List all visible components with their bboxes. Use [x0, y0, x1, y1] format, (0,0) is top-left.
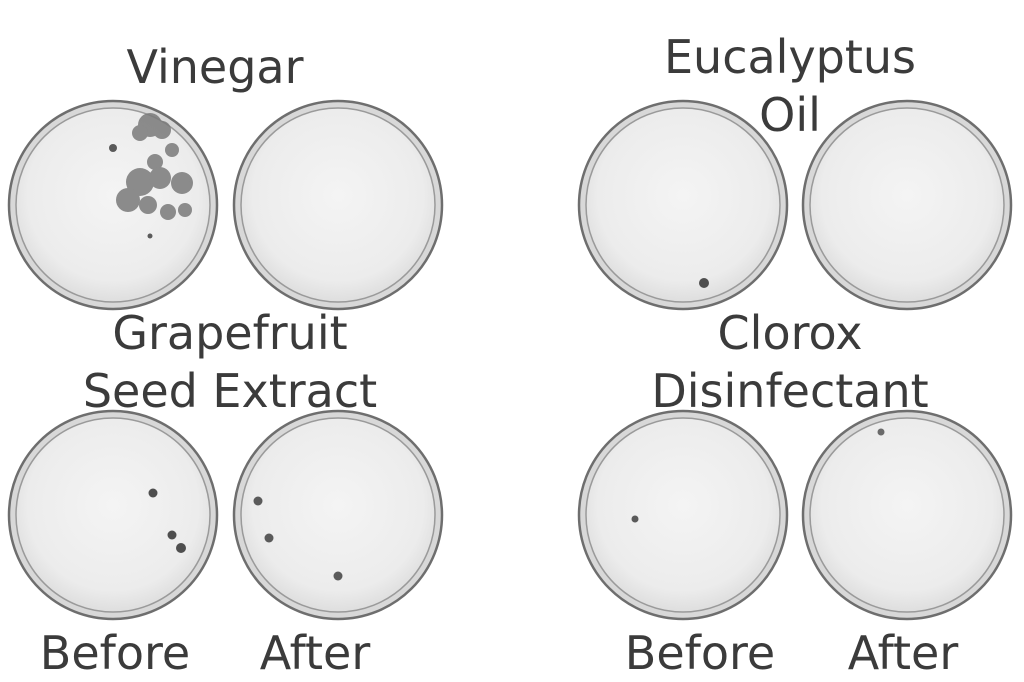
dish-clorox-before — [577, 409, 789, 621]
panel-title-grapefruit-line2: Seed Extract — [82, 364, 378, 418]
panel-title-grapefruit-line1: Grapefruit — [112, 306, 348, 360]
colony-cluster — [116, 113, 193, 220]
dish-clorox-after — [801, 409, 1013, 621]
dish-grapefruit-before — [7, 409, 219, 621]
dish-eucalyptus-before — [577, 99, 789, 311]
dish-vinegar-before — [7, 99, 219, 311]
panel-title-eucalyptus-line1: Eucalyptus — [663, 30, 917, 84]
colony — [877, 428, 885, 436]
column-label-right-after: After — [847, 626, 959, 680]
colony — [109, 144, 117, 152]
dish-grapefruit-after — [232, 409, 444, 621]
panel-title-vinegar: Vinegar — [126, 40, 304, 94]
colony — [631, 515, 639, 523]
dish-vinegar-after — [232, 99, 444, 311]
panel-title-eucalyptus-line2: Oil — [759, 88, 821, 142]
column-label-left-before: Before — [39, 626, 191, 680]
colony — [147, 233, 153, 239]
colony — [167, 530, 177, 540]
colony — [253, 496, 263, 506]
dish-eucalyptus-after — [801, 99, 1013, 311]
colony — [176, 543, 186, 553]
colony — [264, 533, 274, 543]
panel-title-clorox-line2: Disinfectant — [651, 364, 929, 418]
column-label-right-before: Before — [624, 626, 776, 680]
colony — [333, 571, 343, 581]
colony — [699, 278, 709, 288]
colony — [148, 488, 158, 498]
column-label-left-after: After — [259, 626, 371, 680]
panel-title-clorox-line1: Clorox — [717, 306, 863, 360]
